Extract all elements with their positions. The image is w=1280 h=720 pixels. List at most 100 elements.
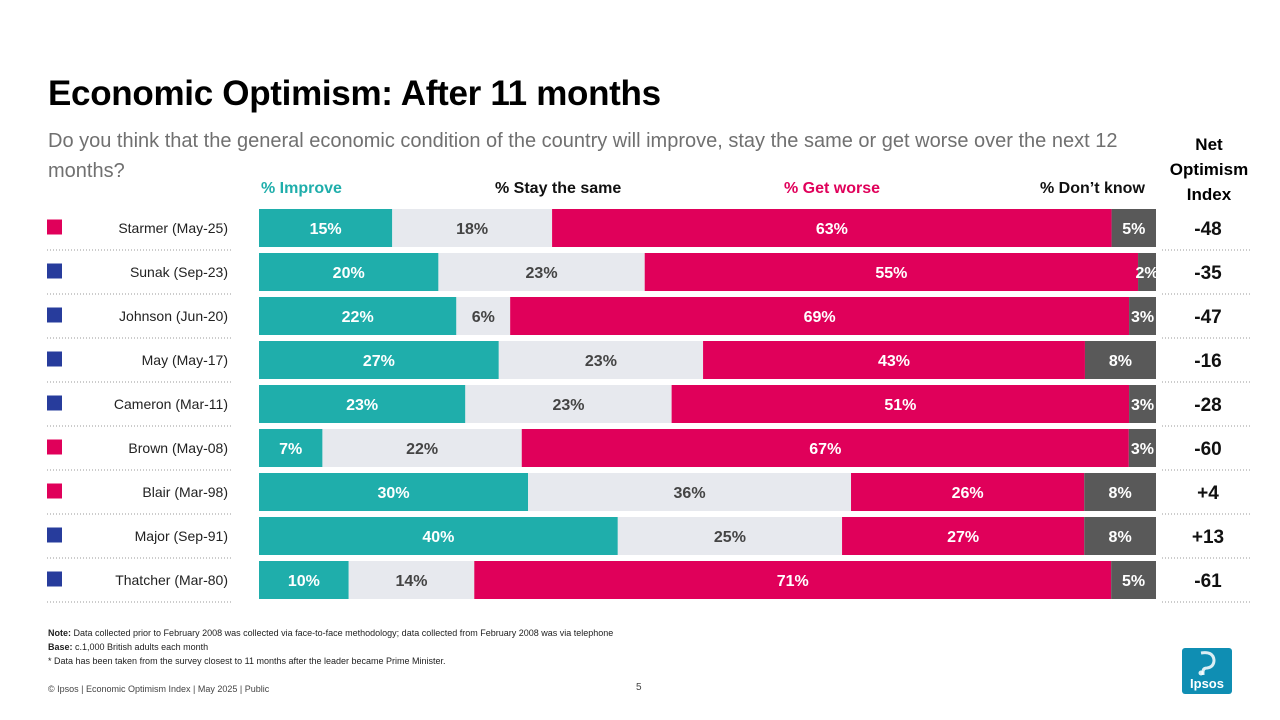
note-text: Data collected prior to February 2008 wa…: [73, 628, 614, 638]
bar-segment-worse: [703, 341, 1085, 379]
data-label-dont_know: 8%: [1109, 529, 1132, 546]
bar-segment-same: [322, 429, 522, 467]
data-label-dont_know: 5%: [1122, 221, 1145, 238]
bar-segment-dont_know: [1084, 341, 1156, 379]
bar-segment-same: [498, 341, 704, 379]
party-marker: [47, 439, 62, 455]
row-label: Major (Sep-91): [135, 528, 228, 544]
data-label-improve: 10%: [288, 573, 320, 590]
net-optimism-value: +13: [1192, 527, 1224, 548]
bar-segment-improve: [259, 253, 439, 291]
bar-segment-worse: [510, 297, 1130, 335]
net-optimism-value: -60: [1194, 439, 1221, 460]
net-optimism-value: -16: [1194, 351, 1221, 372]
net-header-line-2: Optimism: [1169, 160, 1249, 179]
data-label-same: 6%: [472, 309, 495, 326]
net-optimism-value: -61: [1194, 571, 1222, 592]
footnote: * Data has been taken from the survey cl…: [48, 656, 446, 666]
bar-segment-improve: [259, 517, 618, 555]
party-marker: [47, 527, 62, 543]
data-label-worse: 51%: [884, 397, 916, 414]
row-label: Brown (May-08): [128, 440, 228, 456]
data-label-improve: 22%: [342, 309, 374, 326]
bar-segment-worse: [842, 517, 1085, 555]
bar-segment-dont_know: [1084, 473, 1156, 511]
data-label-improve: 30%: [378, 485, 410, 502]
net-optimism-value: -28: [1194, 395, 1221, 416]
data-label-improve: 7%: [279, 441, 302, 458]
base-line: Base: c.1,000 British adults each month: [48, 640, 613, 654]
bar-segment-improve: [259, 429, 323, 467]
data-label-improve: 23%: [346, 397, 378, 414]
bar-segment-improve: [259, 297, 457, 335]
legend-stay-the-same: % Stay the same: [495, 180, 622, 197]
bar-segment-same: [392, 209, 553, 247]
data-label-dont_know: 2%: [1135, 265, 1158, 282]
net-optimism-header: Net Optimism Index: [1166, 132, 1252, 207]
data-label-same: 22%: [406, 441, 438, 458]
bar-segment-worse: [671, 385, 1130, 423]
party-marker: [47, 571, 62, 587]
data-label-worse: 26%: [952, 485, 984, 502]
bar-segment-worse: [644, 253, 1139, 291]
data-label-same: 18%: [456, 221, 488, 238]
bar-segment-improve: [259, 209, 393, 247]
party-marker: [47, 395, 62, 411]
bar-segment-same: [438, 253, 645, 291]
data-label-worse: 27%: [947, 529, 979, 546]
base-label: Base:: [48, 642, 73, 652]
bar-segment-dont_know: [1111, 209, 1156, 247]
data-label-dont_know: 3%: [1131, 441, 1154, 458]
data-label-improve: 15%: [310, 221, 342, 238]
data-label-same: 36%: [674, 485, 706, 502]
question-subtitle: Do you think that the general economic c…: [48, 130, 1118, 182]
bar-segment-same: [348, 561, 475, 599]
note-label: Note:: [48, 628, 71, 638]
net-header-line-3: Index: [1186, 185, 1232, 204]
bar-segment-worse: [474, 561, 1112, 599]
bar-segment-worse: [552, 209, 1112, 247]
party-marker: [47, 219, 62, 235]
note-line: Note: Data collected prior to February 2…: [48, 626, 613, 640]
bar-segment-dont_know: [1111, 561, 1156, 599]
data-label-worse: 43%: [878, 353, 910, 370]
data-label-same: 23%: [552, 397, 584, 414]
bar-segment-worse: [851, 473, 1085, 511]
page-title: Economic Optimism: After 11 months: [48, 74, 661, 113]
data-label-same: 23%: [526, 265, 558, 282]
bar-segment-improve: [259, 341, 499, 379]
legend-improve: % Improve: [261, 180, 342, 197]
data-label-worse: 69%: [804, 309, 836, 326]
data-label-same: 25%: [714, 529, 746, 546]
net-optimism-value: -35: [1194, 263, 1222, 284]
base-text: c.1,000 British adults each month: [75, 642, 209, 652]
legend-get-worse: % Get worse: [784, 180, 881, 197]
data-label-same: 14%: [395, 573, 427, 590]
party-marker: [47, 307, 62, 323]
row-label: Johnson (Jun-20): [119, 308, 228, 324]
footer-text: © Ipsos | Economic Optimism Index | May …: [48, 684, 270, 694]
net-optimism-value: -47: [1194, 307, 1221, 328]
bar-segment-improve: [259, 473, 529, 511]
bar-segment-same: [456, 297, 511, 335]
bar-segment-same: [465, 385, 672, 423]
bar-segment-same: [617, 517, 843, 555]
data-label-improve: 20%: [333, 265, 365, 282]
row-label: Starmer (May-25): [118, 220, 228, 236]
bar-segment-improve: [259, 561, 349, 599]
net-optimism-value: +4: [1197, 483, 1219, 504]
bar-segment-dont_know: [1129, 385, 1156, 423]
notes-block: Note: Data collected prior to February 2…: [48, 626, 613, 668]
row-label: Cameron (Mar-11): [114, 396, 228, 412]
row-label: May (May-17): [142, 352, 228, 368]
data-label-improve: 40%: [422, 529, 454, 546]
row-label: Sunak (Sep-23): [130, 264, 228, 280]
page-number: 5: [636, 682, 642, 693]
row-label: Thatcher (Mar-80): [115, 572, 228, 588]
party-marker: [47, 351, 62, 367]
logo-mark-icon: [1198, 651, 1216, 676]
party-marker: [47, 263, 62, 279]
stacked-bar-chart: Starmer (May-25) 15% 18% 63% 5% -48 Sunak (Sep…: [47, 209, 1250, 603]
bar-segment-dont_know: [1129, 297, 1156, 335]
bar-segment-worse: [521, 429, 1129, 467]
